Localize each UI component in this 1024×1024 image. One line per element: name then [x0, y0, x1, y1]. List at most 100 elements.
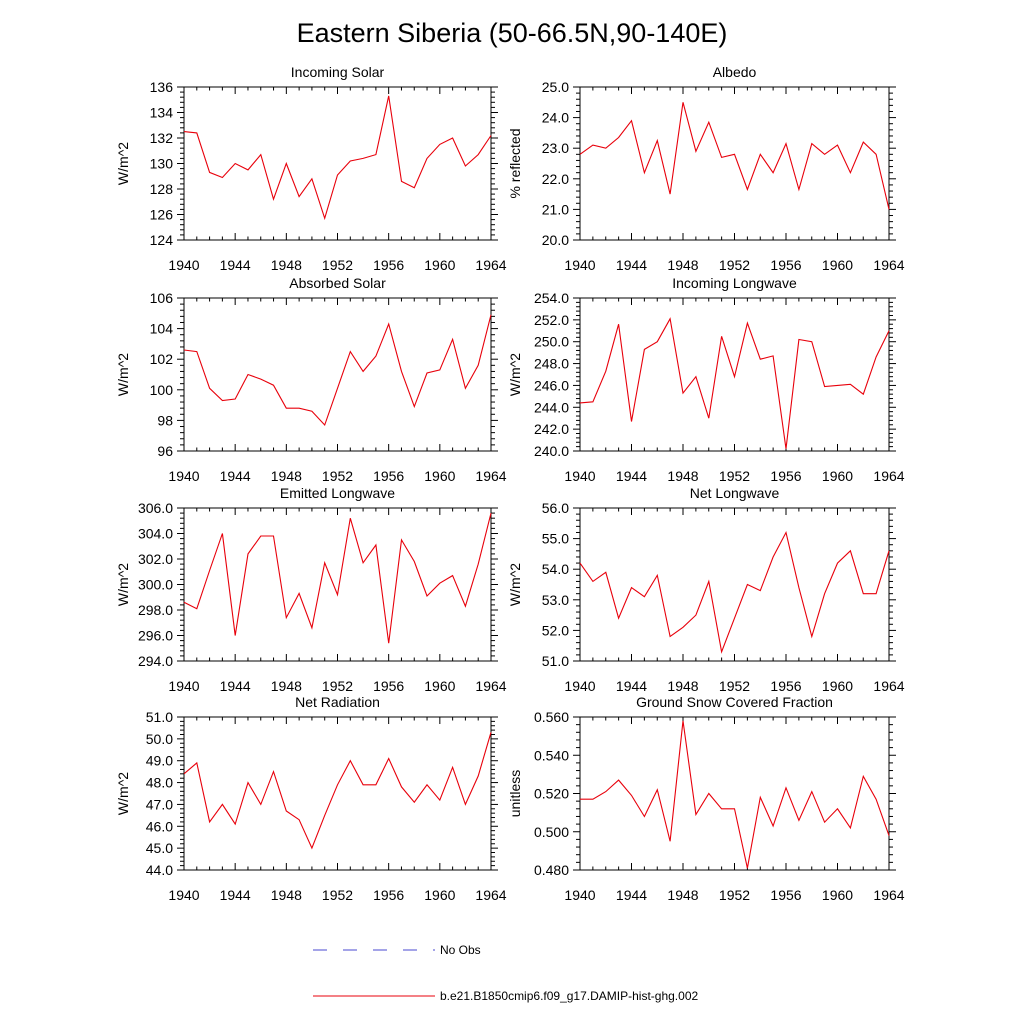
x-tick-label: 1940 — [564, 887, 595, 903]
y-tick-label: 55.0 — [542, 531, 569, 547]
x-tick-label: 1964 — [873, 678, 904, 694]
y-tick-label: 106 — [150, 290, 174, 306]
x-tick-label: 1944 — [220, 468, 251, 484]
y-axis-label: W/m^2 — [115, 563, 131, 606]
y-tick-label: 130 — [150, 156, 174, 172]
y-tick-label: 53.0 — [542, 592, 569, 608]
panel-title: Absorbed Solar — [289, 275, 386, 291]
y-tick-label: 134 — [150, 105, 174, 121]
x-tick-label: 1944 — [220, 887, 251, 903]
x-tick-label: 1952 — [322, 257, 353, 273]
y-tick-label: 25.0 — [542, 79, 569, 95]
y-tick-label: 51.0 — [146, 709, 173, 725]
series-line-model — [579, 317, 890, 449]
plot-frame — [579, 86, 890, 241]
x-tick-label: 1948 — [271, 678, 302, 694]
plot-frame — [183, 86, 492, 241]
y-tick-label: 124 — [150, 232, 174, 248]
y-tick-label: 48.0 — [146, 775, 173, 791]
series-line-model — [579, 102, 890, 210]
y-tick-label: 246.0 — [534, 377, 569, 393]
y-tick-label: 44.0 — [146, 862, 173, 878]
series-line-model — [183, 314, 492, 427]
panels: Incoming Solar W/m^2 1940 1944 1948 1952 1956 1… — [115, 64, 905, 903]
panel-title: Incoming Solar — [291, 64, 385, 80]
panel-title: Albedo — [713, 64, 757, 80]
series-line-model — [580, 720, 890, 869]
y-tick-label: 24.0 — [542, 110, 569, 126]
y-tick-label: 240.0 — [534, 443, 569, 459]
y-tick-label: 100 — [150, 382, 174, 398]
x-tick-label: 1940 — [168, 678, 199, 694]
x-tick-label: 1960 — [822, 678, 853, 694]
plot-frame — [183, 297, 492, 452]
series-line-model — [579, 530, 890, 654]
x-tick-label: 1960 — [424, 678, 455, 694]
x-tick-label: 1956 — [373, 257, 404, 273]
x-tick-label: 1964 — [475, 468, 506, 484]
chart-panel-2: Albedo % reflected 1940 1944 1948 1952 1956 196… — [507, 64, 905, 273]
y-tick-label: 21.0 — [542, 201, 569, 217]
x-tick-label: 1940 — [564, 257, 595, 273]
x-tick-label: 1940 — [564, 678, 595, 694]
y-tick-label: 248.0 — [534, 356, 569, 372]
series-line-model — [183, 732, 492, 850]
x-tick-label: 1944 — [220, 257, 251, 273]
x-tick-label: 1952 — [322, 678, 353, 694]
x-tick-label: 1952 — [719, 468, 750, 484]
x-tick-label: 1960 — [822, 257, 853, 273]
x-tick-label: 1964 — [873, 468, 904, 484]
y-tick-label: 302.0 — [138, 551, 173, 567]
y-tick-label: 98 — [157, 412, 173, 428]
y-tick-label: 47.0 — [146, 796, 173, 812]
y-axis-label: W/m^2 — [115, 353, 131, 396]
y-tick-label: 306.0 — [138, 500, 173, 516]
x-tick-label: 1952 — [719, 257, 750, 273]
y-tick-label: 254.0 — [534, 290, 569, 306]
chart-panel-6: Net Longwave W/m^2 1940 1944 1948 1952 1956 196… — [507, 485, 905, 694]
series-line-model — [183, 95, 492, 221]
x-tick-label: 1964 — [475, 257, 506, 273]
y-axis-label: W/m^2 — [507, 563, 523, 606]
y-tick-label: 49.0 — [146, 753, 173, 769]
x-tick-label: 1964 — [475, 887, 506, 903]
y-tick-label: 22.0 — [542, 171, 569, 187]
x-tick-label: 1960 — [822, 468, 853, 484]
y-tick-label: 252.0 — [534, 312, 569, 328]
chart-panel-1: Incoming Solar W/m^2 1940 1944 1948 1952 1956 1… — [115, 64, 507, 273]
x-tick-label: 1948 — [667, 887, 698, 903]
x-tick-label: 1940 — [168, 257, 199, 273]
x-tick-label: 1940 — [168, 887, 199, 903]
chart-panel-5: Emitted Longwave W/m^2 1940 1944 1948 1952 195… — [115, 485, 507, 694]
x-tick-label: 1960 — [822, 887, 853, 903]
panel-title: Emitted Longwave — [280, 485, 395, 501]
x-tick-label: 1956 — [373, 468, 404, 484]
chart-panel-7: Net Radiation W/m^2 1940 1944 1948 1952 1956 19… — [115, 694, 507, 903]
y-tick-label: 20.0 — [542, 232, 569, 248]
legend-label-model: b.e21.B1850cmip6.f09_g17.DAMIP-hist-ghg.… — [440, 989, 698, 1003]
x-tick-label: 1948 — [271, 257, 302, 273]
x-tick-label: 1944 — [616, 257, 647, 273]
y-tick-label: 294.0 — [138, 653, 173, 669]
x-tick-label: 1952 — [322, 468, 353, 484]
y-axis-label: W/m^2 — [115, 772, 131, 815]
y-axis-label: % reflected — [507, 128, 523, 198]
y-tick-label: 0.540 — [534, 747, 569, 763]
plot-frame — [183, 716, 492, 871]
y-tick-label: 0.560 — [534, 709, 569, 725]
x-tick-label: 1952 — [719, 887, 750, 903]
y-tick-label: 54.0 — [542, 561, 569, 577]
y-tick-label: 23.0 — [542, 140, 569, 156]
x-tick-label: 1956 — [770, 468, 801, 484]
plot-frame — [183, 507, 492, 662]
y-tick-label: 132 — [150, 130, 174, 146]
y-tick-label: 298.0 — [138, 602, 173, 618]
x-tick-label: 1940 — [564, 468, 595, 484]
plot-frame — [579, 507, 890, 662]
y-tick-label: 250.0 — [534, 334, 569, 350]
x-tick-label: 1956 — [770, 257, 801, 273]
y-tick-label: 104 — [150, 321, 174, 337]
x-tick-label: 1948 — [271, 468, 302, 484]
y-axis-label: unitless — [507, 770, 523, 817]
